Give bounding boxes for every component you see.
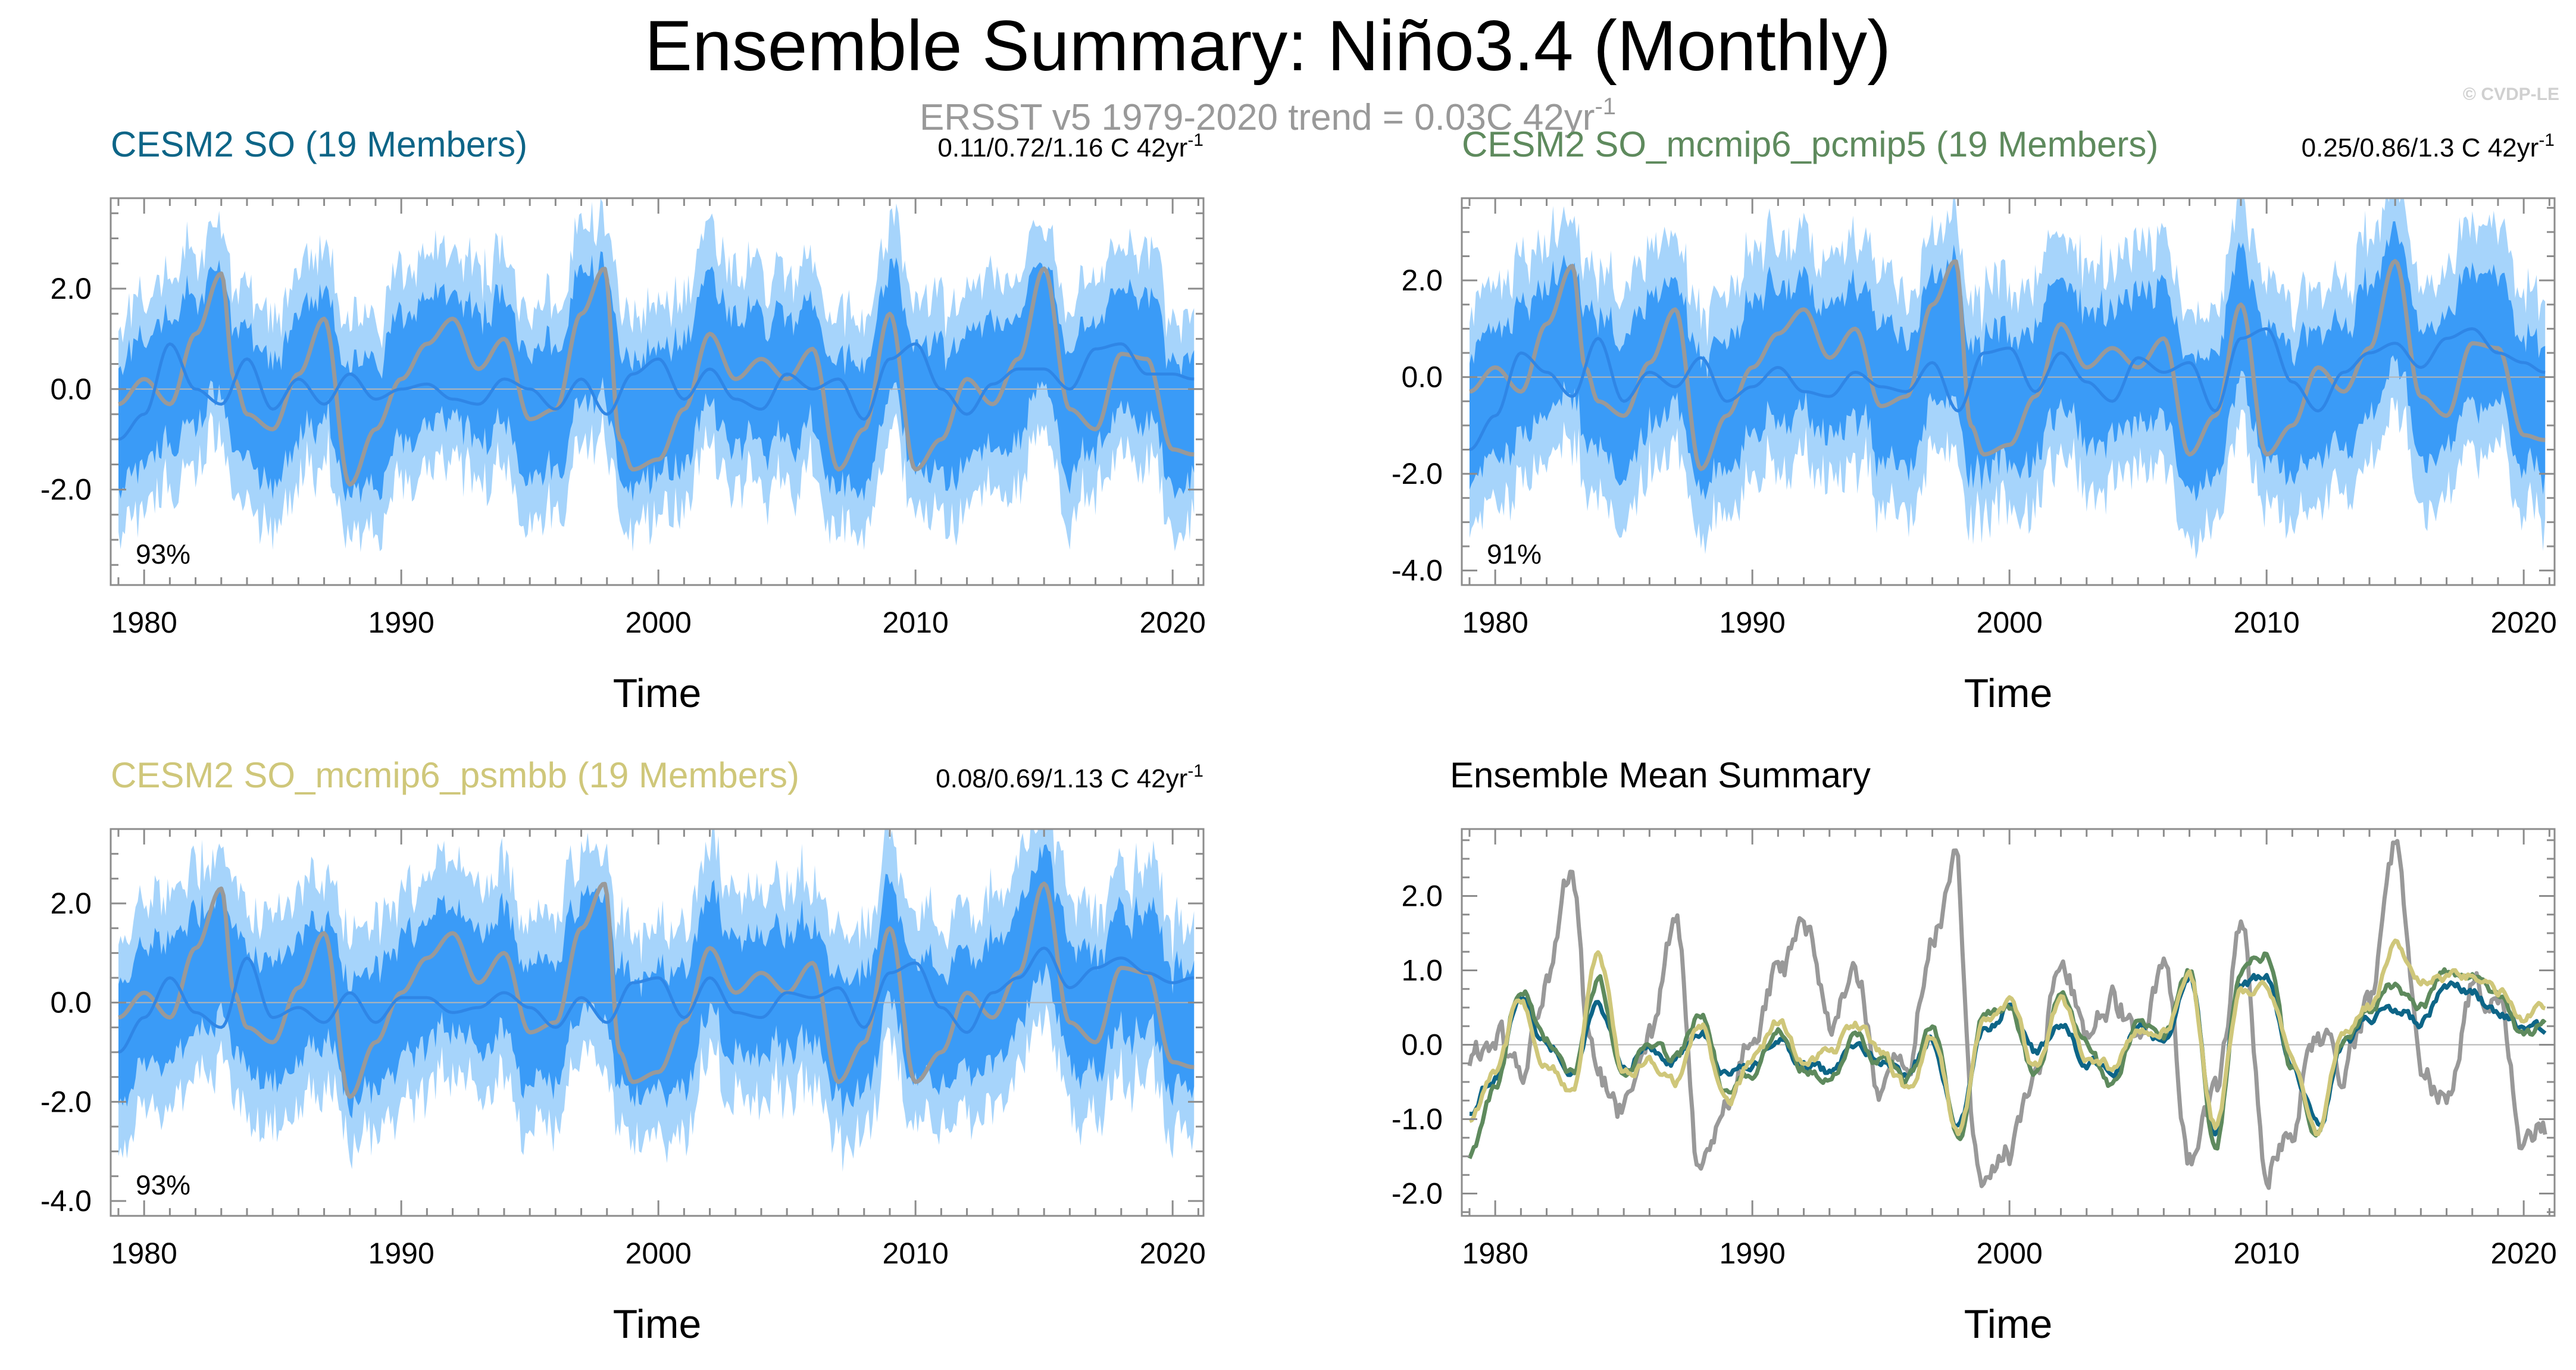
x-tick-label: 2020 xyxy=(2491,606,2557,639)
y-tick-label: 1.0 xyxy=(1401,954,1443,987)
coverage-label: 93% xyxy=(136,539,190,570)
panel-cesm2-so: 93% 0.11/0.72/1.16 C 42yr-1 1980 1990 2000 20… xyxy=(40,124,1206,716)
series-line-3 xyxy=(1468,939,2546,1137)
panel-ensemble-mean: 1980 1990 2000 2010 2020 -2.0 -1.0 0.0 1.0 2.0 Tim… xyxy=(1392,755,2557,1347)
x-tick-label: 2000 xyxy=(626,1237,692,1270)
x-axis-label: Time xyxy=(1964,671,2053,716)
series-line-0 xyxy=(1467,839,2547,1190)
trend-stats: 0.25/0.86/1.3 C 42yr-1 xyxy=(2302,130,2555,162)
panel-psmbb: 93% 0.08/0.69/1.13 C 42yr-1 1980 1990 2000 20… xyxy=(40,755,1206,1347)
ensemble-mean-line xyxy=(118,342,1195,441)
y-tick-label: -2.0 xyxy=(1392,1177,1443,1211)
obs-series-line xyxy=(118,266,1195,487)
figure-subtitle: ERSST v5 1979-2020 trend = 0.03C 42yr-1 xyxy=(920,93,1616,138)
plot-area xyxy=(111,829,1203,1172)
y-tick-label: 0.0 xyxy=(1401,1028,1443,1062)
inner-percentile-band xyxy=(118,844,1195,1119)
plot-frame xyxy=(1461,197,2556,586)
x-tick-label: 2000 xyxy=(1977,1237,2043,1270)
plot-area xyxy=(1462,198,2555,559)
x-tick-label: 2010 xyxy=(2234,1237,2300,1270)
y-tick-label: -4.0 xyxy=(1392,554,1443,587)
x-tick-label: 1990 xyxy=(368,1237,434,1270)
x-axis-label: Time xyxy=(613,671,702,716)
y-tick-label: 0.0 xyxy=(50,373,92,406)
x-tick-label: 1980 xyxy=(111,1237,177,1270)
panel-title: CESM2 SO_mcmip6_psmbb (19 Members) xyxy=(111,755,799,795)
y-tick-label: 0.0 xyxy=(50,986,92,1019)
y-tick-label: -2.0 xyxy=(40,1085,92,1118)
obs-series-line xyxy=(1469,259,2546,471)
panel-title: Ensemble Mean Summary xyxy=(1450,755,1871,795)
x-tick-label: 2000 xyxy=(626,606,692,639)
y-tick-label: 2.0 xyxy=(1401,264,1443,297)
x-tick-label: 2020 xyxy=(1140,1237,1206,1270)
y-tick-label: -1.0 xyxy=(1392,1103,1443,1136)
coverage-label: 91% xyxy=(1487,539,1542,570)
x-tick-label: 1980 xyxy=(111,606,177,639)
watermark: © CVDP-LE xyxy=(2463,85,2559,104)
x-tick-label: 1990 xyxy=(1720,606,1786,639)
x-tick-label: 1980 xyxy=(1462,606,1528,639)
x-tick-label: 1980 xyxy=(1462,1237,1528,1270)
x-axis-label: Time xyxy=(613,1302,702,1347)
inner-percentile-band xyxy=(1470,221,2546,502)
x-tick-label: 1990 xyxy=(368,606,434,639)
y-tick-label: 2.0 xyxy=(1401,880,1443,913)
figure-title: Ensemble Summary: Niño3.4 (Monthly) xyxy=(645,6,1891,86)
y-tick-label: 2.0 xyxy=(50,887,92,920)
x-tick-label: 2010 xyxy=(883,1237,949,1270)
plot-frame xyxy=(110,197,1205,586)
plot-frame xyxy=(1461,828,2556,1217)
ensemble-mean-line xyxy=(118,946,1195,1054)
panel-pcmip5: 91% 0.25/0.86/1.3 C 42yr-1 1980 1990 2000 201… xyxy=(1392,124,2557,716)
series-line-2 xyxy=(1467,951,2547,1159)
x-axis-label: Time xyxy=(1964,1302,2053,1347)
inner-percentile-band xyxy=(118,251,1195,503)
plot-area xyxy=(111,198,1203,552)
y-tick-label: 2.0 xyxy=(50,272,92,305)
trend-stats: 0.11/0.72/1.16 C 42yr-1 xyxy=(937,130,1203,162)
y-tick-label: -2.0 xyxy=(40,473,92,506)
plot-area xyxy=(1462,839,2555,1190)
panel-title: CESM2 SO_mcmip6_pcmip5 (19 Members) xyxy=(1462,124,2158,164)
x-tick-label: 2020 xyxy=(2491,1237,2557,1270)
obs-series-line xyxy=(118,881,1195,1099)
panel-title: CESM2 SO (19 Members) xyxy=(111,124,527,164)
x-tick-label: 2020 xyxy=(1140,606,1206,639)
x-tick-label: 1990 xyxy=(1720,1237,1786,1270)
y-tick-label: -4.0 xyxy=(40,1184,92,1218)
y-tick-label: -2.0 xyxy=(1392,457,1443,490)
coverage-label: 93% xyxy=(136,1169,190,1200)
trend-stats: 0.08/0.69/1.13 C 42yr-1 xyxy=(936,761,1203,793)
x-tick-label: 2010 xyxy=(2234,606,2300,639)
plot-frame xyxy=(110,828,1205,1217)
x-tick-label: 2000 xyxy=(1977,606,2043,639)
x-tick-label: 2010 xyxy=(883,606,949,639)
ensemble-mean-line xyxy=(1469,327,2546,451)
y-tick-label: 0.0 xyxy=(1401,361,1443,394)
